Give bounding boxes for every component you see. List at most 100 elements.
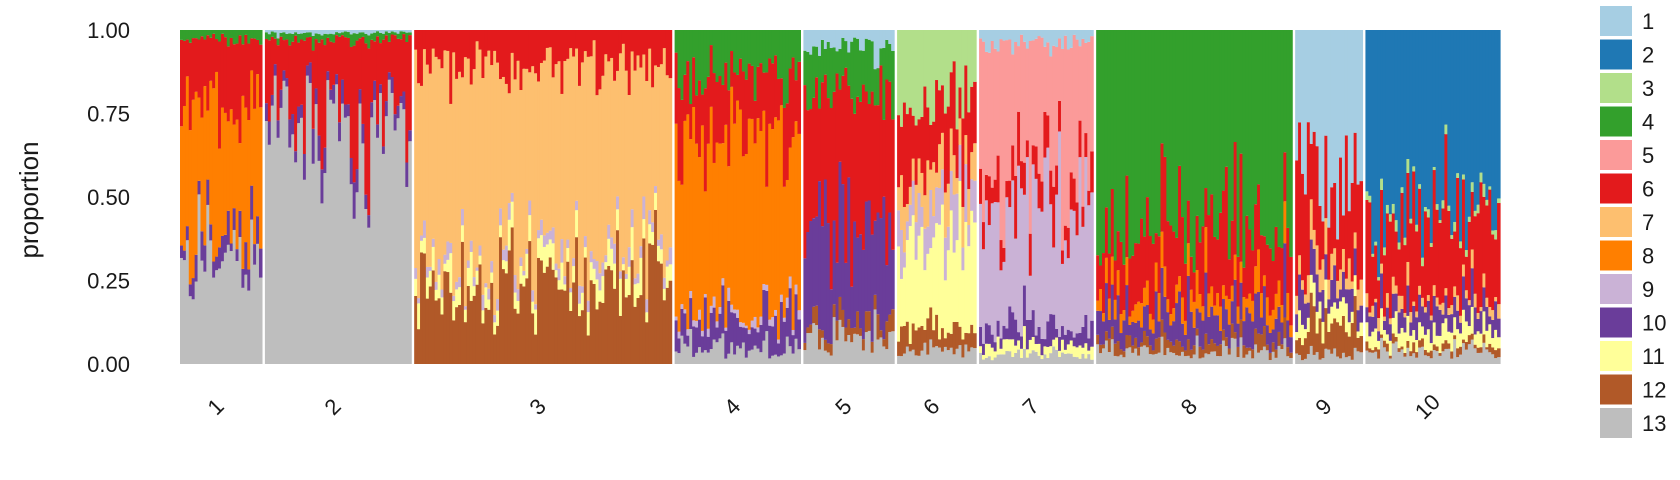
bar-segment: [970, 86, 974, 153]
bar-segment: [1046, 321, 1050, 347]
bar-segment: [1464, 290, 1469, 299]
bar-segment: [1400, 346, 1405, 350]
bar-segment: [642, 54, 646, 197]
bar-segment: [349, 184, 354, 364]
bar-segment: [1131, 345, 1135, 353]
bar-segment: [1473, 216, 1478, 294]
bar-segment: [809, 54, 813, 110]
bar-segment: [232, 229, 237, 364]
bar-segment: [340, 79, 345, 104]
bar-segment: [923, 30, 927, 87]
bar-segment: [1470, 30, 1475, 183]
bar-segment: [484, 56, 488, 284]
bar-segment: [422, 237, 427, 254]
bar-segment: [1131, 30, 1135, 256]
bar-segment: [291, 114, 295, 135]
bar-segment: [1491, 354, 1495, 364]
bar-segment: [194, 91, 199, 255]
bar-segment: [1374, 351, 1378, 364]
bar-segment: [636, 273, 641, 284]
bar-segment: [1341, 297, 1346, 316]
bar-segment: [343, 31, 348, 38]
bar-segment: [1344, 332, 1349, 358]
bar-segment: [627, 295, 632, 364]
bar-segment: [806, 333, 810, 364]
bar-segment: [1447, 315, 1451, 332]
bar-segment: [449, 253, 453, 293]
bar-segment: [1473, 307, 1478, 335]
bar-segment: [1166, 30, 1170, 222]
bar-segment: [1312, 248, 1317, 283]
bar-segment: [659, 249, 664, 264]
bar-segment: [738, 326, 743, 349]
bar-segment: [753, 345, 758, 364]
bar-segment: [779, 30, 784, 79]
bar-segment: [993, 48, 998, 180]
bar-segment: [1104, 340, 1109, 364]
bar-segment: [405, 32, 409, 42]
bar-segment: [1145, 30, 1150, 198]
bar-segment: [987, 52, 992, 177]
bar-segment: [698, 80, 702, 158]
x-tick-label: 7: [1018, 394, 1044, 420]
bar-segment: [645, 312, 649, 323]
bar-segment: [858, 30, 863, 51]
bar-segment: [703, 350, 708, 364]
bar-segment: [1464, 298, 1469, 322]
bar-segment: [455, 281, 459, 290]
bar-segment: [434, 281, 439, 290]
bar-segment: [1102, 321, 1106, 345]
bar-segment: [1119, 354, 1124, 364]
bar-segment: [958, 345, 963, 364]
bar-segment: [1467, 216, 1472, 222]
bar-segment: [1163, 332, 1167, 356]
bar-segment: [973, 143, 977, 181]
bar-segment: [1356, 351, 1361, 364]
bar-segment: [273, 38, 278, 65]
bar-segment: [226, 244, 231, 364]
bar-segment: [1423, 307, 1428, 313]
bar-segment: [580, 286, 585, 293]
bar-segment: [1415, 317, 1419, 340]
bar-segment: [1078, 345, 1083, 359]
bar-segment: [1239, 30, 1244, 154]
bar-segment: [1160, 319, 1165, 337]
bar-segment: [1447, 343, 1451, 349]
bar-segment: [990, 334, 995, 348]
bar-segment: [826, 30, 831, 42]
bar-segment: [1195, 308, 1200, 329]
bar-segment: [1022, 162, 1027, 195]
bar-segment: [636, 30, 641, 56]
bar-segment: [1388, 324, 1393, 341]
bar-segment: [466, 260, 471, 268]
bar-segment: [853, 327, 857, 334]
bar-segment: [1075, 357, 1080, 364]
bar-segment: [469, 300, 474, 364]
bar-segment: [1371, 350, 1375, 353]
bar-segment: [1213, 236, 1217, 306]
bar-segment: [329, 89, 333, 100]
bar-segment: [206, 204, 210, 364]
bar-segment: [1344, 357, 1349, 364]
bar-segment: [1043, 157, 1047, 340]
bar-segment: [575, 48, 579, 201]
bar-segment: [1072, 30, 1077, 35]
bar-segment: [967, 112, 971, 190]
bar-segment: [1125, 348, 1129, 364]
bar-segment: [876, 68, 881, 106]
bar-segment: [352, 45, 357, 183]
bar-segment: [1265, 344, 1270, 351]
bar-segment: [241, 287, 245, 364]
bar-segment: [964, 30, 968, 66]
bar-segment: [929, 30, 933, 126]
bar-segment: [326, 80, 330, 365]
bar-segment: [1271, 342, 1276, 352]
bar-segment: [1315, 274, 1320, 312]
bar-segment: [984, 174, 989, 201]
bar-segment: [1377, 277, 1381, 281]
bar-segment: [288, 147, 292, 364]
bar-segment: [481, 310, 485, 324]
bar-segment: [402, 34, 406, 92]
bar-segment: [1406, 261, 1410, 286]
bar-segment: [844, 262, 848, 328]
